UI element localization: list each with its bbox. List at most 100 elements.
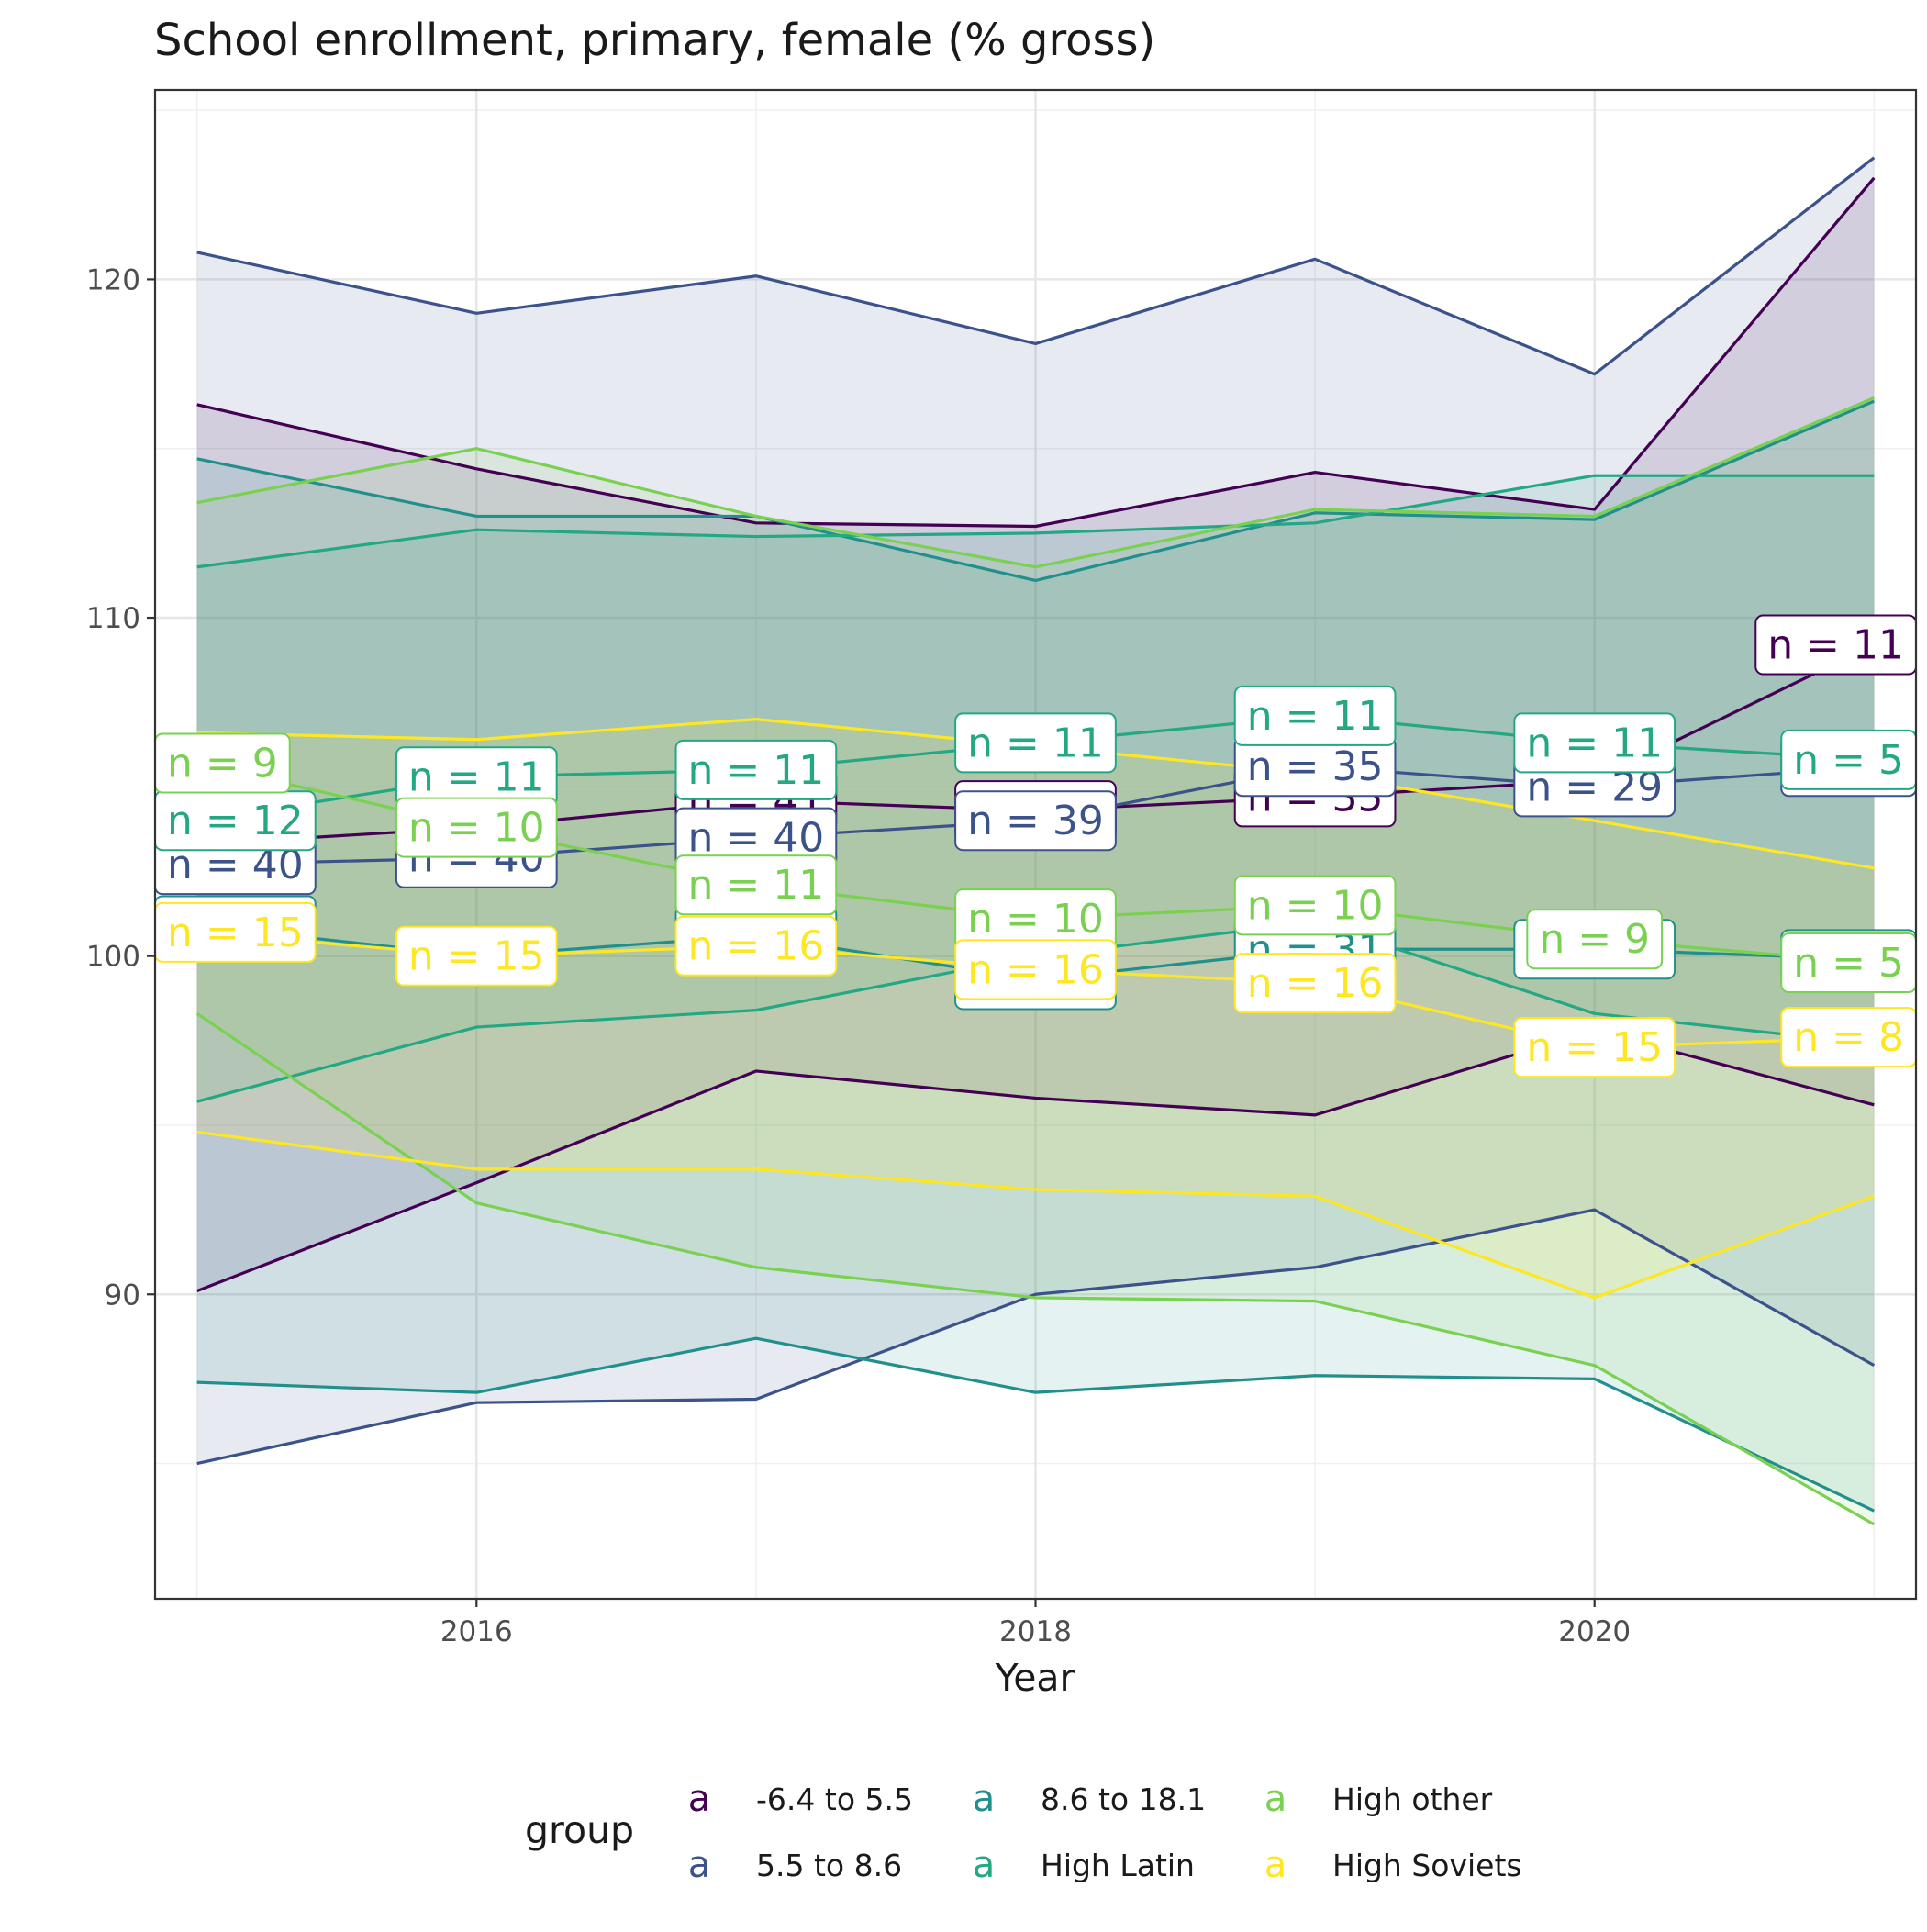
n-label-text: n = 11 <box>1767 622 1904 669</box>
n-label-text: n = 15 <box>167 910 304 956</box>
n-label-text: n = 9 <box>1539 916 1650 963</box>
upper-line <box>196 156 1876 376</box>
n-label: n = 15 <box>1513 1017 1676 1078</box>
legend-label: High Latin <box>1041 1848 1195 1883</box>
n-label: n = 39 <box>954 790 1117 852</box>
n-label: n = 15 <box>154 901 317 963</box>
legend: group a -6.4 to 5.5 a 5.5 to 8.6 a 8.6 to 18.… <box>525 1778 1522 1886</box>
legend-entry: a 8.6 to 18.1 <box>973 1778 1206 1820</box>
n-label-box <box>1233 953 1397 1014</box>
legend-label: 8.6 to 18.1 <box>1041 1781 1206 1817</box>
n-label: n = 40 <box>674 807 838 868</box>
n-label: n = 8 <box>1780 1007 1917 1068</box>
y-tick-label: 120 <box>86 263 140 296</box>
n-label-box <box>395 925 558 987</box>
n-label-text: n = 15 <box>408 933 545 980</box>
y-tick-label: 100 <box>86 941 140 974</box>
upper-line <box>196 399 1875 583</box>
n-label-text: n = 11 <box>1526 720 1663 766</box>
n-label-text: n = 10 <box>967 896 1104 943</box>
n-label-box <box>954 712 1117 774</box>
upper-line <box>196 474 1875 569</box>
legend-key-glyph: a <box>973 1844 996 1886</box>
n-label-text: n = 39 <box>967 798 1104 844</box>
n-label-box <box>954 939 1117 1000</box>
legend-label: 5.5 to 8.6 <box>756 1848 902 1883</box>
legend-key-glyph: a <box>688 1844 711 1886</box>
n-label-text: n = 35 <box>1247 743 1384 790</box>
n-label: n = 12 <box>154 790 317 852</box>
n-label: n = 11 <box>674 739 838 800</box>
n-label-box <box>1233 685 1397 746</box>
n-label-box <box>674 739 838 800</box>
legend-entry: a 5.5 to 8.6 <box>688 1844 902 1886</box>
n-label: n = 16 <box>1233 953 1397 1014</box>
n-label-box <box>1233 875 1397 936</box>
legend-entry: a High other <box>1264 1778 1493 1820</box>
n-label-box <box>395 797 558 858</box>
n-label: n = 15 <box>395 925 558 987</box>
n-label-text: n = 11 <box>688 862 825 909</box>
n-label-text: n = 12 <box>167 798 304 844</box>
n-label: n = 11 <box>1754 614 1917 676</box>
n-label-box <box>1513 712 1676 774</box>
legend-entry: a High Latin <box>973 1844 1195 1886</box>
axes: 90 100 110 120 2016 2018 2020 <box>86 263 1631 1648</box>
upper-line <box>196 396 1875 569</box>
legend-entry: a High Soviets <box>1264 1844 1522 1886</box>
n-label: n = 9 <box>154 732 291 794</box>
n-label-text: n = 16 <box>967 946 1104 993</box>
n-label-text: n = 16 <box>1247 960 1384 1007</box>
n-label: n = 11 <box>1513 712 1676 774</box>
n-label: n = 9 <box>1526 909 1664 970</box>
legend-entry: a -6.4 to 5.5 <box>688 1778 913 1820</box>
n-label-text: n = 40 <box>688 815 825 862</box>
n-label-text: n = 11 <box>1247 693 1384 740</box>
lower-line <box>196 1208 1876 1466</box>
n-label-box <box>954 790 1117 852</box>
legend-label: High other <box>1332 1781 1493 1817</box>
lower-line <box>196 1130 1875 1300</box>
x-tick-label: 2020 <box>1558 1615 1631 1648</box>
n-label-text: n = 11 <box>688 747 825 794</box>
n-label-text: n = 16 <box>688 923 825 970</box>
x-tick-label: 2016 <box>440 1615 513 1648</box>
n-label: n = 35 <box>1233 736 1397 798</box>
legend-key-glyph: a <box>688 1778 711 1820</box>
chart-title: School enrollment, primary, female (% gr… <box>154 15 1155 66</box>
n-label-box <box>674 915 838 977</box>
legend-label: -6.4 to 5.5 <box>756 1781 913 1817</box>
n-label: n = 10 <box>395 797 558 858</box>
n-label-text: n = 8 <box>1793 1014 1904 1061</box>
x-axis-title: Year <box>995 1656 1075 1700</box>
legend-key-glyph: a <box>1264 1844 1287 1886</box>
legend-key-glyph: a <box>973 1778 996 1820</box>
n-label-text: n = 10 <box>1247 882 1384 929</box>
n-label: n = 10 <box>1233 875 1397 936</box>
n-label-text: n = 10 <box>408 805 545 852</box>
n-label: n = 11 <box>674 854 838 916</box>
lower-line <box>196 1336 1875 1513</box>
n-label: n = 11 <box>954 712 1117 774</box>
n-label-text: n = 5 <box>1793 940 1904 987</box>
x-tick-label: 2018 <box>999 1615 1072 1648</box>
n-label-text: n = 15 <box>1526 1024 1663 1071</box>
n-label: n = 5 <box>1780 729 1917 790</box>
n-label-text: n = 11 <box>967 720 1104 766</box>
lower-line <box>195 1011 1876 1526</box>
n-label-text: n = 5 <box>1793 737 1904 784</box>
n-label-text: n = 9 <box>167 741 278 787</box>
n-label: n = 5 <box>1780 932 1917 994</box>
n-label: n = 11 <box>1233 685 1397 746</box>
legend-title: group <box>525 1808 634 1852</box>
n-label-box <box>1513 1017 1676 1078</box>
legend-key-glyph: a <box>1264 1778 1287 1820</box>
y-tick-label: 110 <box>86 602 140 635</box>
n-label: n = 16 <box>954 939 1117 1000</box>
n-labels: n = 11n = 35n = 41n = 39n = 40n = 40n = … <box>154 614 1917 1078</box>
n-label: n = 16 <box>674 915 838 977</box>
n-label-text: n = 11 <box>408 754 545 800</box>
n-label-box <box>1526 909 1664 970</box>
